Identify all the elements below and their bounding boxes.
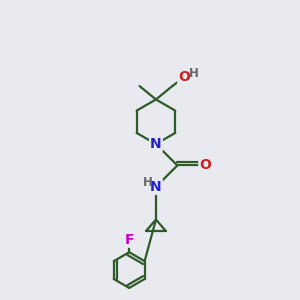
Text: F: F bbox=[124, 233, 134, 247]
Text: N: N bbox=[150, 137, 162, 151]
Text: H: H bbox=[143, 176, 153, 189]
Text: H: H bbox=[189, 67, 199, 80]
Text: O: O bbox=[199, 158, 211, 172]
Text: O: O bbox=[178, 70, 190, 84]
Text: N: N bbox=[150, 180, 162, 194]
